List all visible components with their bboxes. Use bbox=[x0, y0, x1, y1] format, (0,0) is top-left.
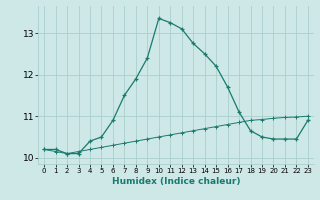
X-axis label: Humidex (Indice chaleur): Humidex (Indice chaleur) bbox=[112, 177, 240, 186]
